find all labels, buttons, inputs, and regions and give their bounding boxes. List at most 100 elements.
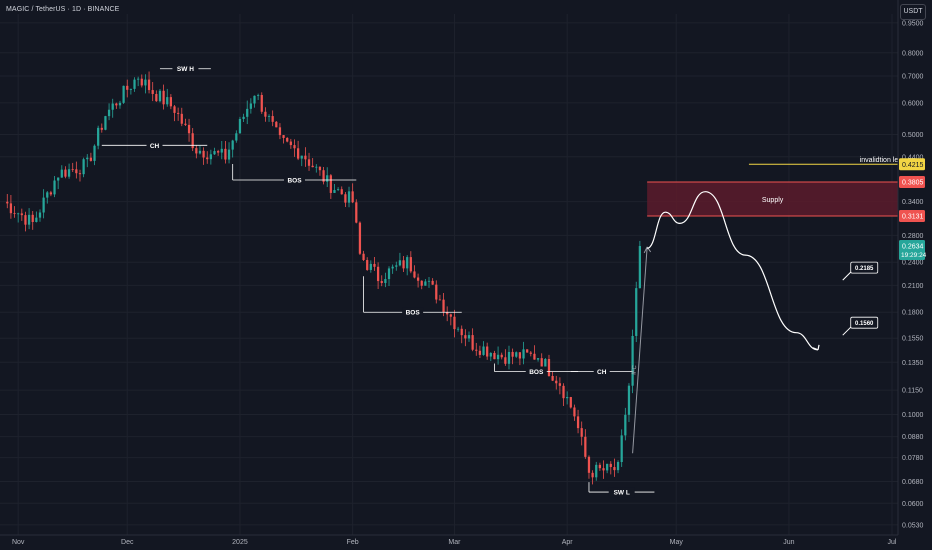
candle-body [191,133,194,149]
candle-body [526,349,529,353]
candle-body [449,314,452,317]
price-tick-label-15: 0.0880 [902,434,924,441]
candle-body [638,246,641,289]
candle-body [242,116,245,119]
candle-body [267,116,271,117]
candle-body [246,108,249,117]
candle-body [598,464,602,469]
candle-body [358,222,362,254]
candle-body [9,203,13,214]
candle-body [257,95,260,96]
currency-button[interactable]: USDT [900,4,926,20]
candle-body [478,350,482,355]
candle-body [333,190,336,193]
candle-body [420,280,423,286]
candle-body [340,189,343,195]
candle-body [46,192,49,198]
time-tick-label-3: Feb [347,539,359,546]
candle-body [293,145,296,149]
candle-body [166,97,169,105]
candle-body [515,352,518,357]
candle-body [162,90,165,105]
time-tick-label-7: Jun [783,539,794,546]
time-tick-label-0: Nov [12,539,25,546]
target-2-label: 0.1560 [855,321,874,327]
candle-body [195,148,198,154]
candle-body [569,397,572,408]
candle-body [71,169,74,171]
candle-body [507,351,511,364]
target-2-box [850,316,879,329]
last-price-tag-bg [899,240,925,261]
candle-body [435,284,438,300]
projection-arrow-head [812,344,820,351]
candle-body [460,328,463,336]
candle-body [151,90,154,94]
structure-lines: SW H CH BOS BOS BOS CH SW L IFC [101,63,655,498]
candle-body [424,281,427,286]
candle-body [489,352,492,357]
candle-body [584,436,587,457]
target-1-label: 0.2185 [855,266,874,272]
price-tick-label-1: 0.8000 [902,50,924,57]
break-structure-2-label: BOS [406,310,421,317]
candle-body [311,165,314,168]
time-tick-label-6: May [670,539,684,546]
candle-body [100,127,103,130]
ifc-label: IFC [631,364,638,375]
break-structure-1-label: BOS [287,178,302,185]
invalidation-tag-label: 0.4215 [902,162,924,169]
candle-body [369,263,372,270]
candle-body [587,456,591,473]
candle-body [456,328,460,330]
candle-body [53,180,56,195]
candle-body [31,214,34,222]
price-tick-label-5: 0.4400 [902,154,924,161]
candle-body [427,280,431,282]
candle-body [78,173,82,175]
candle-body [591,472,594,478]
candle-body [169,97,173,107]
price-tick-label-19: 0.0530 [902,522,924,529]
candle-body [300,155,303,159]
candle-body [595,464,598,478]
break-structure-3-label: BOS [529,369,544,376]
candle-body [173,106,176,113]
symbol-header: MAGIC / TetherUS · 1D · BINANCE [6,6,120,13]
break-structure-3-label-bg [525,366,547,377]
candle-body [86,157,89,160]
candle-body [431,280,434,285]
candle-body [227,149,231,160]
price-tick-label-9: 0.2100 [902,283,924,290]
candle-body [42,197,45,213]
supply-label: Supply [762,197,784,204]
supply-top-tag-label: 0.3805 [902,180,924,187]
projection-path: 0.2185 0.1560 [646,191,879,351]
candle-body [475,349,478,351]
candle-body [555,380,558,384]
candle-body [184,123,187,125]
candle-body [602,468,605,471]
break-structure-1-label-bg [283,175,305,186]
candle-body [104,116,107,130]
candle-body [504,357,507,364]
candle-body [344,194,347,203]
candle-body [275,121,278,128]
last-price-tag-label: 0.2634 [902,244,924,251]
candle-body [213,151,216,155]
candle-body [529,352,532,354]
candle-body [336,189,340,191]
candle-body [544,359,547,368]
candle-body [398,260,402,266]
candle-body [518,352,522,359]
target-1-box [850,261,879,274]
candle-body [464,335,467,339]
candle-body [147,79,151,91]
price-tick-label-14: 0.1000 [902,412,924,419]
change-character-1-label-bg [146,140,163,151]
candle-body [442,299,445,313]
swing-low-label-bg [608,487,635,498]
